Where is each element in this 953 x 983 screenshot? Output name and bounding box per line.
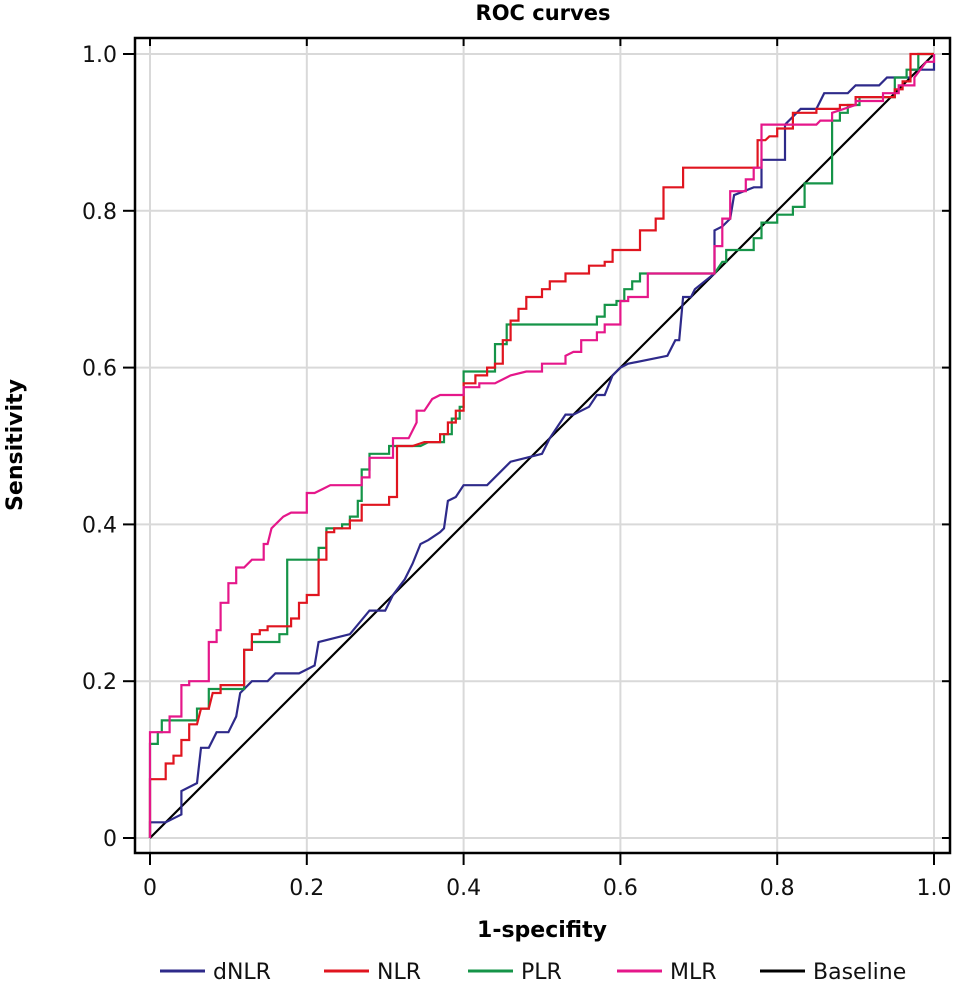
legend-item-nlr: NLR [324, 960, 421, 983]
legend-item-baseline: Baseline [760, 960, 906, 983]
legend-label: MLR [670, 960, 717, 983]
y-tick-label: 1.0 [82, 43, 117, 68]
axis-ticks: 0 0.2 0.4 0.6 0.8 1.0 0 0.2 0.4 0.6 0.8 1.0 [82, 38, 952, 901]
x-tick-label: 0.2 [289, 876, 324, 901]
y-tick-label: 0.2 [82, 670, 117, 695]
legend-label: PLR [521, 960, 562, 983]
curve-nlr [148, 52, 934, 838]
curve-dnlr [148, 54, 936, 838]
legend-label: dNLR [213, 960, 271, 983]
roc-curves [148, 52, 936, 839]
x-tick-label: 0.4 [446, 876, 481, 901]
y-tick-label: 0.6 [82, 357, 117, 382]
curve-baseline [149, 53, 935, 839]
y-tick-label: 0.4 [82, 513, 117, 538]
plot-frame [133, 36, 952, 855]
legend-item-plr: PLR [468, 960, 562, 983]
x-axis-label: 1-specifity [477, 918, 607, 943]
legend-item-dnlr: dNLR [160, 960, 271, 983]
legend-label: NLR [377, 960, 421, 983]
y-tick-label: 0.8 [82, 200, 117, 225]
x-tick-label: 0.8 [760, 876, 795, 901]
y-tick-label: 0 [103, 827, 117, 852]
legend-item-mlr: MLR [617, 960, 717, 983]
y-axis-label: Sensitivity [3, 379, 28, 511]
grid-lines [135, 38, 950, 853]
x-tick-label: 0 [143, 876, 157, 901]
curve-plr [148, 52, 934, 838]
legend: dNLR NLR PLR MLR Baseline [160, 960, 906, 983]
legend-label: Baseline [813, 960, 906, 983]
curve-mlr [148, 54, 936, 838]
chart-title: ROC curves [476, 1, 611, 25]
x-tick-label: 1.0 [917, 876, 952, 901]
x-tick-label: 0.6 [603, 876, 638, 901]
